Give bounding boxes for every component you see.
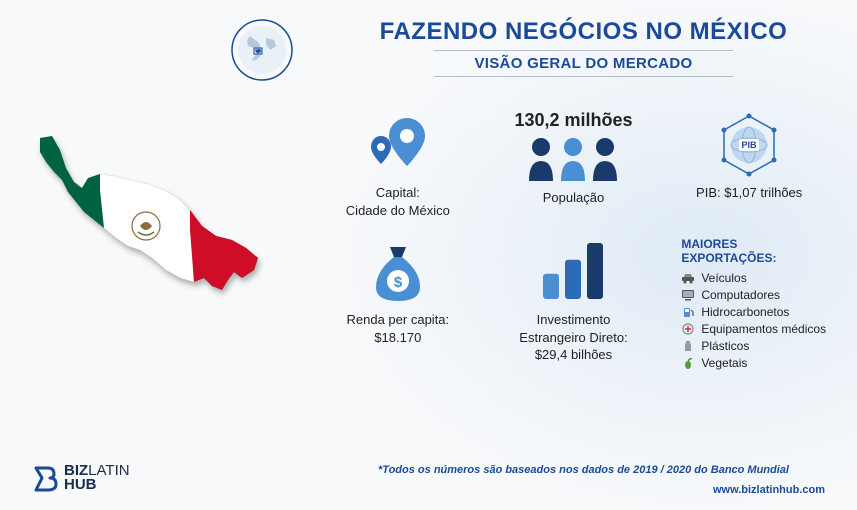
page-subtitle: VISÃO GERAL DO MERCADO [434,50,732,77]
export-item: Plásticos [681,339,827,353]
export-item: Hidrocarbonetos [681,305,827,319]
vegetable-icon [681,356,695,370]
stat-income-label: Renda per capita: $18.170 [320,311,476,346]
export-item-label: Veículos [701,271,746,285]
page-title: FAZENDO NEGÓCIOS NO MÉXICO [340,18,827,46]
export-item: Vegetais [681,356,827,370]
svg-text:PIB: PIB [742,140,758,150]
car-icon [681,271,695,285]
footnote: *Todos os números são baseados nos dados… [340,464,827,476]
globe-icon [230,18,294,82]
logo-mark-icon [30,464,58,492]
stat-population-value: 130,2 milhões [496,110,652,131]
bar-chart-icon [496,237,652,307]
stat-fdi-label: Investimento Estrangeiro Direto: $29,4 b… [496,311,652,364]
stat-income: $ Renda per capita: $18.170 [320,237,476,373]
export-item: Veículos [681,271,827,285]
logo-text: BIZLATIN HUB [64,464,130,493]
exports-block: MAIORES EXPORTAÇÕES: Veículos Computadore… [671,237,827,373]
export-item-label: Computadores [701,288,780,302]
stat-capital: Capital: Cidade do México [320,110,476,219]
stat-capital-label: Capital: Cidade do México [320,184,476,219]
medical-icon [681,322,695,336]
exports-title: MAIORES EXPORTAÇÕES: [681,237,827,265]
pin-icon [320,110,476,180]
exports-list: Veículos Computadores Hidrocarbonetos Equip… [681,271,827,370]
export-item: Equipamentos médicos [681,322,827,336]
stat-gdp: PIB PIB: $1,07 trilhões [671,110,827,219]
export-item-label: Vegetais [701,356,747,370]
stat-gdp-label: PIB: $1,07 trilhões [671,184,827,202]
export-item-label: Hidrocarbonetos [701,305,789,319]
svg-text:$: $ [394,274,403,291]
website-url: www.bizlatinhub.com [713,484,825,496]
header: FAZENDO NEGÓCIOS NO MÉXICO VISÃO GERAL D… [340,18,827,77]
money-bag-icon: $ [320,237,476,307]
stat-fdi: Investimento Estrangeiro Direto: $29,4 b… [496,237,652,373]
plastic-icon [681,339,695,353]
export-item-label: Equipamentos médicos [701,322,826,336]
stats-grid: Capital: Cidade do México 130,2 milhões … [320,110,827,373]
stat-population: 130,2 milhões População [496,110,652,219]
fuel-icon [681,305,695,319]
people-icon [496,133,652,185]
mexico-map-illustration [22,130,282,310]
computer-icon [681,288,695,302]
stat-population-label: População [496,189,652,207]
export-item: Computadores [681,288,827,302]
export-item-label: Plásticos [701,339,749,353]
gdp-icon: PIB [671,110,827,180]
logo: BIZLATIN HUB [30,464,130,493]
